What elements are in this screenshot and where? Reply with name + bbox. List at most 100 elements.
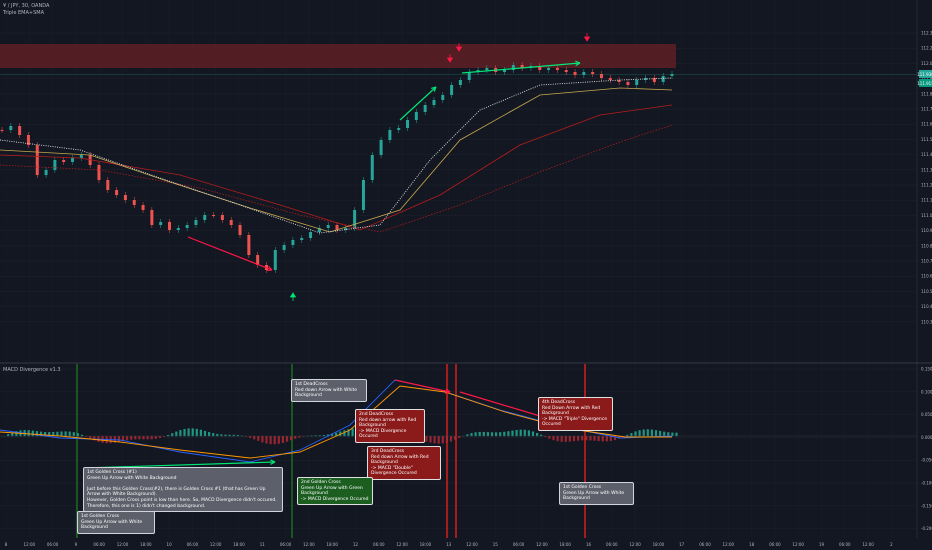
macd-histogram-bar: [273, 436, 276, 445]
macd-histogram-bar: [52, 432, 55, 437]
macd-histogram-bar: [68, 431, 71, 437]
macd-histogram-bar: [35, 431, 38, 437]
candle-body: [626, 82, 630, 85]
cross-marker-band: [455, 364, 457, 538]
macd-histogram-bar: [302, 436, 305, 437]
macd-histogram-bar: [281, 436, 284, 443]
macd-histogram-bar: [134, 436, 137, 440]
candle-body: [388, 130, 392, 140]
price-axis-label: 110.400: [921, 304, 932, 309]
candle-body: [123, 195, 127, 200]
macd-axis-label: -0.150: [921, 503, 932, 508]
macd-histogram-bar: [581, 436, 584, 441]
candle-body: [282, 245, 286, 250]
macd-histogram-bar: [515, 429, 518, 437]
candle-body: [450, 85, 454, 95]
candle-body: [44, 170, 48, 175]
candle-body: [300, 238, 304, 240]
macd-histogram-bar: [44, 431, 47, 437]
macd-histogram-bar: [212, 433, 215, 437]
price-axis-label: 111.500: [921, 137, 932, 142]
candle-body: [53, 160, 57, 170]
macd-axis-label: 0.100: [921, 389, 932, 394]
time-axis-label: 06:00: [373, 542, 385, 547]
candle-body: [326, 225, 330, 228]
candle-body: [168, 222, 171, 230]
ema-dotted-line: [0, 124, 673, 233]
time-axis-label: 06:00: [280, 542, 292, 547]
note-dead-cross-3: 3rd DeadCross Red down Arrow with Red Ba…: [367, 446, 441, 480]
time-axis-label: 12:00: [210, 542, 222, 547]
macd-histogram-bar: [269, 436, 272, 445]
price-axis-label: 110.300: [921, 319, 932, 324]
macd-histogram-bar: [605, 436, 608, 442]
candle-body: [18, 126, 22, 135]
macd-histogram-bar: [618, 436, 621, 439]
price-axis-label: 112.200: [921, 46, 932, 51]
candle-body: [564, 70, 568, 72]
macd-histogram-bar: [208, 432, 211, 437]
time-axis-label: 12:00: [792, 542, 804, 547]
trend-arrow-up-2-head: [575, 60, 581, 67]
candle-body: [397, 128, 401, 130]
time-axis-label: 12: [353, 542, 359, 547]
macd-histogram-bar: [322, 435, 325, 437]
time-axis-label: 12:00: [396, 542, 408, 547]
price-axis-label: 110.600: [921, 274, 932, 279]
macd-histogram-bar: [626, 434, 629, 437]
macd-histogram-bar: [146, 436, 149, 440]
macd-histogram-bar: [253, 436, 256, 440]
ema-price-tag: 111.915: [917, 79, 932, 87]
macd-histogram-bar: [199, 429, 202, 437]
macd-axis-label: 0.050: [921, 412, 932, 417]
macd-histogram-bar: [179, 430, 182, 437]
candle-body: [423, 105, 427, 112]
time-axis-label: 18:00: [420, 542, 432, 547]
time-axis-label: 06:00: [47, 542, 59, 547]
candle-body: [9, 126, 13, 130]
time-axis-label: 15: [493, 542, 499, 547]
candle-body: [441, 95, 445, 100]
macd-histogram-bar: [585, 436, 588, 441]
macd-histogram-bar: [577, 436, 580, 441]
macd-histogram-bar: [527, 430, 530, 437]
cross-marker-band: [291, 364, 293, 538]
macd-histogram-bar: [298, 436, 301, 438]
macd-axis-label: -0.200: [921, 526, 932, 531]
candle-body: [379, 140, 383, 155]
macd-histogram-bar: [654, 430, 658, 437]
macd-histogram-bar: [564, 436, 567, 442]
macd-histogram-bar: [89, 436, 92, 439]
sma-white-line: [0, 77, 673, 234]
macd-histogram-bar: [216, 433, 219, 437]
candle-body: [670, 74, 674, 76]
candle-body: [476, 70, 480, 72]
macd-histogram-bar: [499, 432, 502, 437]
price-axis-label: 111.300: [921, 167, 932, 172]
macd-histogram-bar: [433, 436, 436, 444]
macd-histogram-bar: [121, 436, 125, 442]
time-axis-label: 8: [5, 542, 8, 547]
macd-histogram-bar: [667, 432, 670, 437]
dead-cross-down-arrow-2: [455, 43, 463, 52]
candle-body: [608, 78, 612, 80]
macd-histogram-bar: [429, 436, 432, 443]
candle-body: [361, 180, 365, 210]
candle-body: [591, 72, 595, 74]
time-axis-label: 19: [819, 542, 825, 547]
time-axis-label: 13: [446, 542, 452, 547]
time-axis-label: 18:00: [559, 542, 571, 547]
macd-histogram-bar: [347, 429, 350, 437]
macd-histogram-bar: [425, 436, 428, 442]
candle-body: [520, 65, 524, 68]
macd-divergence-line-red-1: [394, 379, 451, 393]
trend-arrow-up-2: [461, 62, 581, 74]
candle-body: [485, 68, 489, 70]
candle-body: [26, 135, 30, 145]
time-axis-label: 10: [167, 542, 173, 547]
macd-histogram-bar: [191, 428, 194, 437]
macd-histogram-bar: [503, 431, 506, 437]
macd-histogram-bar: [544, 436, 547, 437]
macd-histogram-bar: [331, 433, 334, 437]
